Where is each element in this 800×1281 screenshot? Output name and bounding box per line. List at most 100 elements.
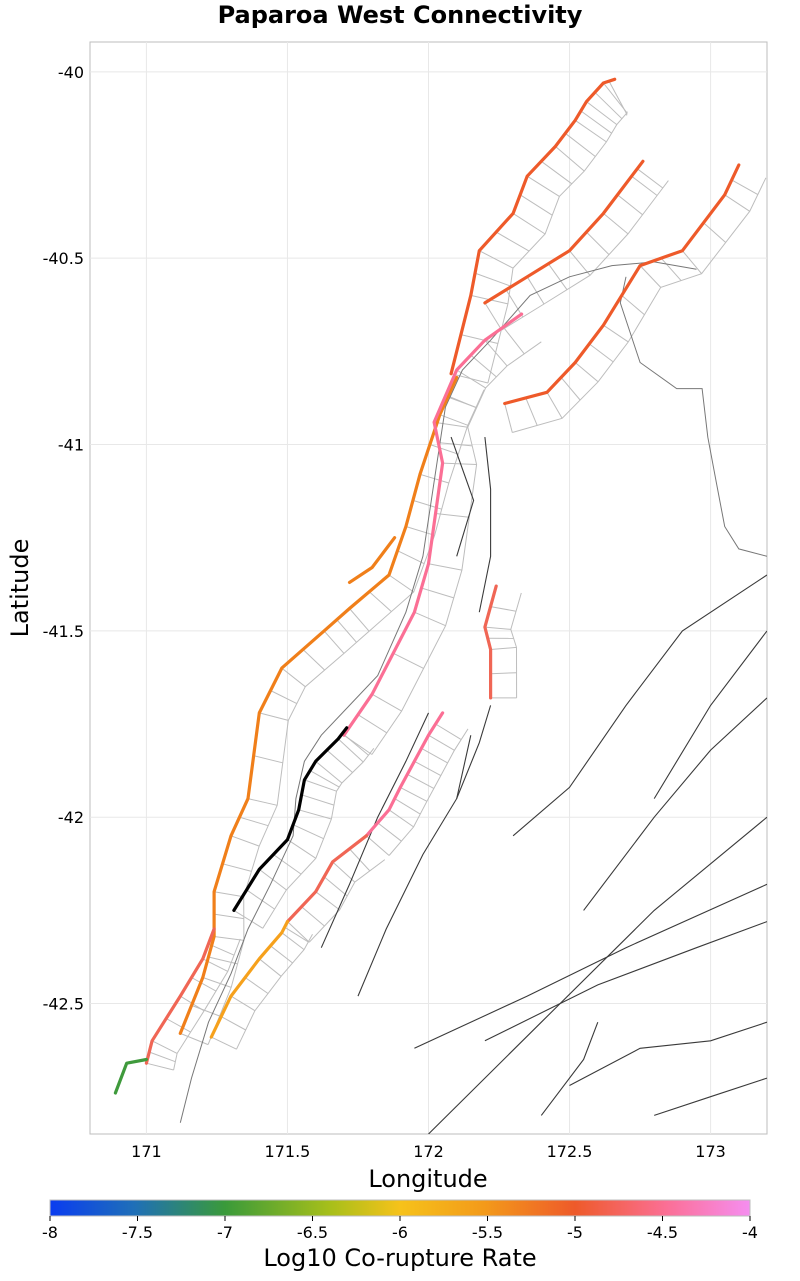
element-rung [287,839,317,859]
element-rung [191,977,217,992]
element-rung [445,395,477,409]
background-fault-trace [484,921,767,1042]
y-axis-label: Latitude [6,539,34,638]
element-rung [429,444,459,455]
element-outline [388,728,469,856]
element-rung [292,824,324,840]
element-rung [281,667,306,688]
background-fault-trace [357,735,472,997]
element-rung [191,1004,220,1017]
element-rung [526,175,560,197]
element-rung [594,91,623,120]
element-rung [239,816,269,827]
background-fault-trace [450,436,475,557]
element-rung [214,913,244,920]
element-rung [287,921,310,943]
x-axis-ticks: 171 171.5 172 172.5 173 [131,1142,726,1161]
element-rung [438,442,473,447]
element-rung [301,794,335,806]
element-rung [631,175,658,196]
y-tick-label: -40 [58,63,84,82]
element-rung [298,809,332,820]
element-rung [388,809,414,828]
element-rung [315,760,343,784]
background-fault-trace [583,697,767,911]
background-fault-trace [320,712,429,948]
element-rung [146,1062,174,1071]
x-axis-label: Longitude [368,1165,487,1193]
element-rung [323,630,345,654]
element-rung [519,194,553,216]
element-rung [230,835,260,847]
element-rung [435,513,470,518]
coastline-segment [619,276,767,557]
element-rung [504,403,513,433]
element-rung [149,1051,176,1063]
connected-section-inland-pink [364,711,445,838]
connected-section-coastal-tip [113,1057,148,1095]
connected-section-coastal-main [178,375,459,1036]
y-tick-label: -42.5 [43,995,84,1014]
element-outline [510,592,522,698]
element-rung [547,263,568,290]
background-fault-trace [478,437,492,613]
element-rung [731,179,759,196]
coastline [179,261,767,1123]
element-rung [636,168,664,189]
connected-section-east-red [483,584,498,700]
background-fault-trace [456,705,492,799]
element-rung [608,80,628,115]
element-rung [555,146,585,172]
chart-title: Paparoa West Connectivity [218,1,583,29]
element-rung [211,1036,237,1050]
element-rung [244,977,269,994]
connected-section-short-orange [347,536,397,585]
background-fault-trace [414,883,767,1049]
element-rung [397,550,425,565]
element-rung [336,619,357,643]
y-axis-ticks: -40 -40.5 -41 -41.5 -42 -42.5 [43,63,84,1014]
element-rung [639,265,662,288]
element-rung [564,132,596,157]
element-rung [495,231,530,252]
element-rung [315,891,340,911]
element-rung [405,526,435,536]
selected-section-paparoa-west [232,726,349,913]
colorbar-tick-label: -5.5 [472,1223,503,1242]
element-rung [323,876,348,897]
element-rung [484,626,511,630]
element-rung [394,798,421,815]
element-rung [349,608,370,632]
background-fault-trace [540,1022,599,1116]
element-rung [246,889,275,910]
colorbar-tick-label: -4 [742,1223,758,1242]
element-rung [484,339,508,367]
connected-section-north-ridge [449,77,617,376]
element-rung [233,909,264,929]
element-rung [309,770,340,788]
element-rung [414,611,446,627]
y-tick-label: -42 [58,808,84,827]
connected-fault-sections [113,77,741,1095]
element-rung [371,693,402,712]
element-rung [682,250,702,275]
coastline-segment [179,261,697,1123]
element-rung [586,101,618,125]
element-rung [703,222,727,243]
element-rung [247,798,278,806]
connected-section-coastal-south [144,927,216,1065]
element-rung [270,945,293,964]
colorbar-tick-label: -7.5 [122,1223,153,1242]
element-rung [208,956,238,965]
element-rung [302,649,326,671]
element-rung [560,377,581,401]
connected-section-inland-light [209,919,290,1039]
colorbar-tick-label: -8 [42,1223,58,1242]
element-rung [273,854,302,875]
connected-section-inland-red [285,834,368,924]
element-rung [512,212,546,235]
element-rung [222,863,252,872]
background-fault-trace [512,574,767,837]
element-rung [490,646,517,650]
